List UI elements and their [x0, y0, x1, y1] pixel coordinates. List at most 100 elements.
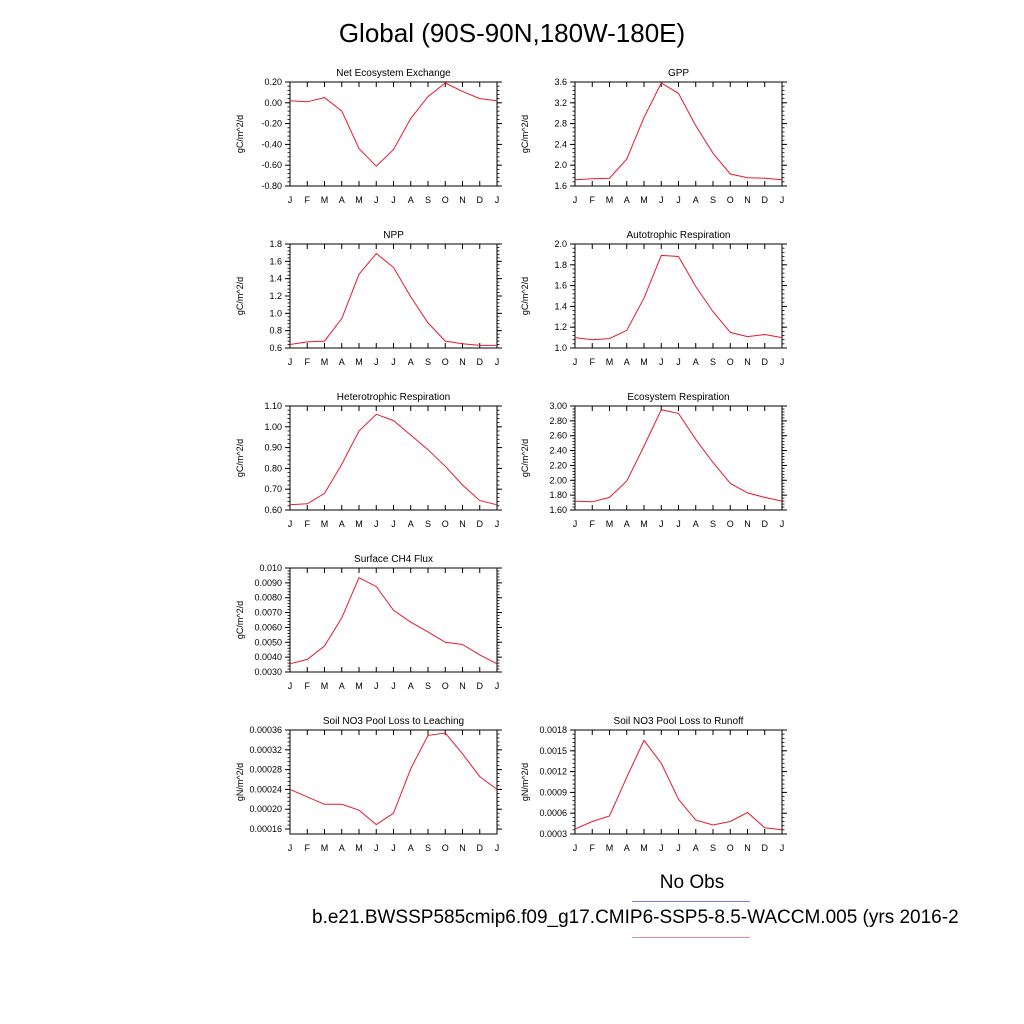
- chart-title: Surface CH4 Flux: [354, 554, 433, 565]
- x-tick-label: J: [495, 681, 500, 691]
- x-tick-label: M: [640, 195, 648, 205]
- x-tick-label: A: [693, 843, 699, 853]
- y-tick-label: 0.00020: [249, 804, 282, 814]
- panel-soil-no3-runoff: Soil NO3 Pool Loss to Runoff gN/m^2/d J F M A…: [515, 710, 805, 860]
- y-tick-label: 0.0060: [254, 622, 282, 632]
- y-tick-label: 1.2: [269, 291, 282, 301]
- chart-title: GPP: [668, 68, 689, 79]
- page-title: Global (90S-90N,180W-180E): [338, 18, 686, 48]
- x-tick-label: M: [321, 195, 329, 205]
- x-tick-label: J: [676, 357, 681, 367]
- x-tick-label: J: [495, 843, 500, 853]
- legend-case-line: [632, 937, 750, 938]
- x-tick-label: D: [762, 195, 769, 205]
- x-tick-label: N: [744, 357, 751, 367]
- x-tick-label: F: [305, 519, 311, 529]
- x-tick-label: J: [573, 195, 578, 205]
- y-tick-label: 0.0050: [254, 637, 282, 647]
- series-line: [289, 252, 497, 346]
- x-tick-label: N: [459, 843, 466, 853]
- x-tick-label: O: [442, 195, 449, 205]
- y-tick-label: 0.70: [264, 484, 282, 494]
- x-tick-label: J: [780, 195, 785, 205]
- series-line: [289, 82, 498, 167]
- x-tick-label: J: [374, 195, 379, 205]
- y-tick-label: 0.0006: [539, 808, 567, 818]
- y-tick-label: 0.0080: [254, 593, 282, 603]
- chart-title: Autotrophic Respiration: [627, 230, 731, 241]
- y-tick-label: 0.0070: [254, 608, 282, 618]
- y-tick-label: 0.00: [264, 98, 282, 108]
- y-tick-label: 0.6: [269, 343, 282, 353]
- y-tick-label: 0.0018: [539, 725, 567, 735]
- x-tick-label: M: [640, 843, 648, 853]
- plot-frame: [289, 567, 498, 673]
- x-tick-label: M: [606, 519, 614, 529]
- panel-surface-ch4-flux: Surface CH4 Flux gC/m^2/d J F M A M J J A S O N D J 0.0…: [230, 548, 520, 698]
- y-tick-label: 1.6: [554, 181, 567, 191]
- y-axis-label: gN/m^2/d: [520, 763, 530, 801]
- x-tick-label: M: [606, 357, 614, 367]
- x-tick-label: S: [710, 357, 716, 367]
- y-axis-label: gC/m^2/d: [520, 439, 530, 477]
- x-tick-label: J: [391, 357, 396, 367]
- x-tick-label: J: [495, 519, 500, 529]
- series-line: [574, 82, 783, 181]
- y-tick-label: 3.2: [554, 98, 567, 108]
- y-tick-label: 0.60: [264, 505, 282, 515]
- series-line: [574, 254, 783, 341]
- y-tick-label: 1.6: [269, 256, 282, 266]
- x-tick-label: J: [288, 357, 293, 367]
- x-tick-label: J: [374, 681, 379, 691]
- x-tick-label: J: [573, 357, 578, 367]
- panel-ecosystem-respiration: Ecosystem Respiration gC/m^2/d J F M A M J J A S O N…: [515, 386, 805, 536]
- x-tick-label: F: [305, 357, 311, 367]
- panel-npp: NPP gC/m^2/d J F M A M J J A S O N D J 1.8 1.6 1.4 1.2 1.0 0…: [230, 224, 520, 374]
- panel-net-ecosystem-exchange: Net Ecosystem Exchange gC/m^2/d J F M A M J J A S O…: [230, 62, 520, 212]
- x-tick-label: M: [640, 357, 648, 367]
- y-tick-label: 0.0012: [539, 767, 567, 777]
- chart-title: Ecosystem Respiration: [627, 392, 729, 403]
- plot-frame: [574, 405, 783, 511]
- plot-frame: [289, 729, 498, 835]
- x-tick-label: D: [762, 519, 769, 529]
- x-tick-label: S: [710, 519, 716, 529]
- x-tick-label: A: [339, 519, 345, 529]
- x-tick-label: N: [459, 195, 466, 205]
- x-tick-label: J: [659, 357, 664, 367]
- y-tick-label: 0.00024: [249, 784, 282, 794]
- x-tick-label: N: [744, 843, 751, 853]
- panel-gpp: GPP gC/m^2/d J F M A M J J A S O N D J 3.6 3.2 2.8 2.4 2.0 1…: [515, 62, 805, 212]
- x-tick-label: A: [408, 681, 414, 691]
- x-tick-label: O: [727, 195, 734, 205]
- x-tick-label: O: [442, 519, 449, 529]
- y-tick-label: 1.2: [554, 322, 567, 332]
- x-tick-label: D: [477, 195, 484, 205]
- x-tick-label: M: [321, 357, 329, 367]
- x-tick-label: O: [727, 357, 734, 367]
- y-tick-label: 2.8: [554, 119, 567, 129]
- y-tick-label: 1.0: [269, 308, 282, 318]
- x-tick-label: O: [442, 681, 449, 691]
- x-tick-label: N: [459, 357, 466, 367]
- x-tick-label: F: [590, 357, 596, 367]
- x-tick-label: A: [624, 843, 630, 853]
- y-tick-label: 1.60: [549, 505, 567, 515]
- legend-obs-label: No Obs: [659, 872, 725, 893]
- x-tick-label: A: [408, 195, 414, 205]
- x-tick-label: N: [744, 195, 751, 205]
- x-tick-label: A: [693, 519, 699, 529]
- x-tick-label: M: [321, 519, 329, 529]
- series-line: [289, 413, 498, 506]
- y-tick-label: 3.00: [549, 401, 567, 411]
- plot-frame: [574, 729, 783, 835]
- y-axis-label: gC/m^2/d: [520, 115, 530, 153]
- legend-obs-line: [632, 901, 750, 902]
- y-tick-label: 0.0003: [539, 829, 567, 839]
- x-tick-label: J: [659, 195, 664, 205]
- chart-title: Soil NO3 Pool Loss to Leaching: [323, 716, 464, 727]
- x-tick-label: J: [288, 681, 293, 691]
